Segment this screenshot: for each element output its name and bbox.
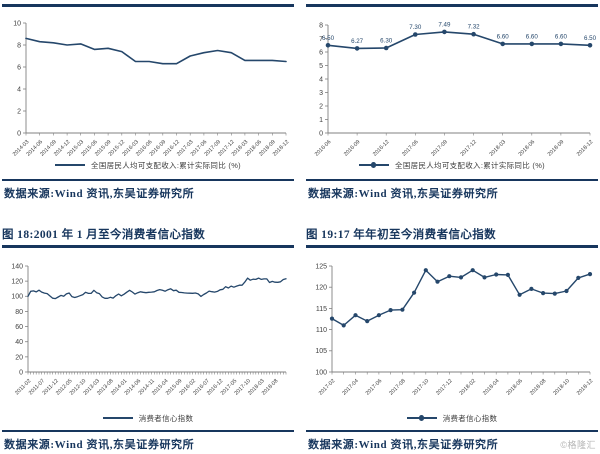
figure-18-heading: 图 18:2001 年 1 月至今消费者信心指数 bbox=[2, 226, 294, 248]
data-source-label: 数据来源:Wind 资讯,东吴证券研究所 bbox=[4, 439, 195, 451]
source-row-bottom-left: 数据来源:Wind 资讯,东吴证券研究所 bbox=[2, 432, 294, 453]
top-rule-right bbox=[306, 4, 598, 7]
svg-text:2016-09: 2016-09 bbox=[343, 139, 362, 158]
separator-rule bbox=[2, 179, 294, 181]
data-source-label: 数据来源:Wind 资讯,东吴证券研究所 bbox=[4, 188, 195, 200]
svg-text:2018-10: 2018-10 bbox=[552, 378, 571, 397]
right-column: 0 1 2 3 4 5 6 7 8 2016-06 2016-09 2016-12 2017-06 201… bbox=[306, 2, 598, 453]
svg-text:2017-04: 2017-04 bbox=[341, 378, 360, 397]
svg-text:7.30: 7.30 bbox=[409, 24, 422, 31]
figure-19-heading: 图 19:17 年年初至今消费者信心指数 bbox=[306, 226, 598, 248]
svg-text:2018-08: 2018-08 bbox=[529, 378, 548, 397]
svg-text:7.49: 7.49 bbox=[438, 21, 451, 28]
svg-text:2018-12: 2018-12 bbox=[576, 378, 595, 397]
svg-text:105: 105 bbox=[315, 348, 327, 355]
svg-text:2018-03: 2018-03 bbox=[489, 139, 508, 158]
svg-text:7: 7 bbox=[319, 36, 323, 43]
legend-label: 消费者信心指数 bbox=[138, 413, 194, 423]
left-column: 0 2 4 6 8 10 2014-03 2014-06 2014-09 2014-12 2015-… bbox=[2, 2, 294, 453]
svg-text:2017-12: 2017-12 bbox=[435, 378, 454, 397]
svg-text:2017-06: 2017-06 bbox=[401, 139, 420, 158]
svg-text:120: 120 bbox=[315, 285, 327, 292]
svg-text:6.30: 6.30 bbox=[380, 38, 393, 45]
data-source-label: 数据来源:Wind 资讯,东吴证券研究所 bbox=[308, 188, 499, 200]
separator-rule bbox=[2, 430, 294, 432]
svg-text:2016-06: 2016-06 bbox=[314, 139, 333, 158]
svg-text:0: 0 bbox=[19, 369, 23, 376]
legend-label: 全国居民人均可支配收入:累计实际同比 (%) bbox=[395, 160, 545, 170]
svg-text:2018-06: 2018-06 bbox=[505, 378, 524, 397]
svg-text:2: 2 bbox=[319, 103, 323, 110]
svg-text:140: 140 bbox=[11, 263, 23, 270]
svg-text:2017-02: 2017-02 bbox=[318, 378, 337, 397]
legend-line-marker-swatch bbox=[359, 162, 390, 169]
legend-label: 消费者信心指数 bbox=[442, 413, 498, 423]
legend-consumer-confidence-recent: 消费者信心指数 bbox=[306, 412, 598, 424]
svg-text:2018-09: 2018-09 bbox=[547, 139, 566, 158]
svg-text:2018-04: 2018-04 bbox=[482, 378, 501, 397]
svg-text:6.50: 6.50 bbox=[322, 35, 335, 42]
svg-text:10: 10 bbox=[13, 20, 21, 27]
legend-income-yoy-recent: 全国居民人均可支配收入:累计实际同比 (%) bbox=[306, 159, 598, 171]
legend-label: 全国居民人均可支配收入:累计实际同比 (%) bbox=[91, 160, 241, 170]
svg-text:125: 125 bbox=[315, 263, 327, 270]
svg-text:2017-10: 2017-10 bbox=[412, 378, 431, 397]
svg-text:2017-12: 2017-12 bbox=[459, 139, 478, 158]
svg-text:6: 6 bbox=[17, 64, 21, 71]
svg-text:0: 0 bbox=[319, 130, 323, 137]
svg-text:6.60: 6.60 bbox=[526, 33, 539, 40]
svg-text:6.50: 6.50 bbox=[584, 35, 597, 42]
svg-text:7.32: 7.32 bbox=[468, 24, 481, 31]
gelonghui-watermark: ©格隆汇 bbox=[560, 440, 596, 450]
svg-text:3: 3 bbox=[319, 90, 323, 97]
legend-consumer-confidence-long: 消费者信心指数 bbox=[2, 412, 294, 424]
svg-text:60: 60 bbox=[15, 324, 23, 331]
svg-text:80: 80 bbox=[15, 309, 23, 316]
source-row-top-left: 数据来源:Wind 资讯,东吴证券研究所 bbox=[2, 181, 294, 202]
data-source-label: 数据来源:Wind 资讯,东吴证券研究所 bbox=[308, 439, 499, 451]
svg-text:115: 115 bbox=[316, 306, 327, 313]
svg-text:40: 40 bbox=[15, 339, 23, 346]
svg-text:6.60: 6.60 bbox=[497, 33, 510, 40]
svg-text:2017-09: 2017-09 bbox=[430, 139, 449, 158]
svg-text:6.27: 6.27 bbox=[351, 38, 364, 45]
separator-rule bbox=[306, 430, 598, 432]
svg-text:6: 6 bbox=[319, 49, 323, 56]
svg-text:100: 100 bbox=[315, 369, 327, 376]
svg-text:2: 2 bbox=[17, 108, 21, 115]
svg-text:5: 5 bbox=[319, 63, 323, 70]
legend-income-yoy-long: 全国居民人均可支配收入:累计实际同比 (%) bbox=[2, 159, 294, 171]
svg-text:110: 110 bbox=[316, 327, 327, 334]
svg-text:8: 8 bbox=[17, 42, 21, 49]
svg-text:4: 4 bbox=[319, 76, 323, 83]
chart-consumer-confidence-long: 0204060801001201402011-022011-072011-122… bbox=[11, 263, 287, 397]
svg-text:20: 20 bbox=[15, 354, 23, 361]
legend-line-marker-swatch bbox=[406, 415, 437, 422]
chart-income-yoy-long: 02468102014-032014-062014-092014-122015-… bbox=[12, 20, 291, 157]
source-row-bottom-right: 数据来源:Wind 资讯,东吴证券研究所 ©格隆汇 bbox=[306, 432, 598, 453]
chart-income-yoy-recent: 0 1 2 3 4 5 6 7 8 2016-06 2016-09 2016-12 2017-06 201… bbox=[314, 21, 597, 158]
svg-text:2018-06: 2018-06 bbox=[518, 139, 537, 158]
source-row-top-right: 数据来源:Wind 资讯,东吴证券研究所 bbox=[306, 181, 598, 202]
svg-text:0: 0 bbox=[17, 130, 21, 137]
svg-text:120: 120 bbox=[11, 279, 23, 286]
svg-text:2018-02: 2018-02 bbox=[459, 378, 478, 397]
svg-text:8: 8 bbox=[319, 22, 323, 29]
svg-text:4: 4 bbox=[17, 86, 21, 93]
legend-line-swatch bbox=[102, 415, 133, 422]
separator-rule bbox=[306, 179, 598, 181]
top-rule-left bbox=[2, 4, 294, 7]
svg-text:2016-12: 2016-12 bbox=[372, 139, 391, 158]
svg-text:2018-12: 2018-12 bbox=[576, 139, 595, 158]
svg-text:1: 1 bbox=[319, 117, 323, 124]
svg-text:2017-06: 2017-06 bbox=[365, 378, 384, 397]
svg-text:100: 100 bbox=[11, 294, 23, 301]
svg-text:6.60: 6.60 bbox=[555, 33, 568, 40]
svg-text:2017-08: 2017-08 bbox=[388, 378, 407, 397]
legend-line-swatch bbox=[55, 162, 86, 169]
